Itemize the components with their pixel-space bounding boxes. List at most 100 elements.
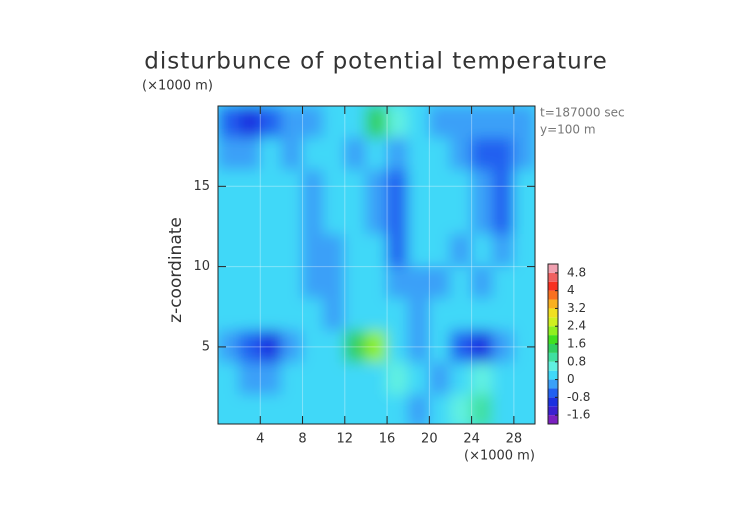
cell [302,201,325,235]
cell [407,137,430,171]
cell [386,169,409,203]
colorbar-swatch [548,335,558,344]
cell [365,169,388,203]
cell [492,298,515,332]
cell [407,362,430,396]
cell [428,298,451,332]
cell [471,169,494,203]
cell [344,298,367,332]
cell [344,394,367,424]
cell [302,169,325,203]
cell [238,266,261,300]
cell [323,298,346,332]
y-axis-label: z-coordinate [166,217,186,323]
x-tick-label: 16 [379,432,396,447]
colorbar-tick-label: -1.6 [567,408,590,422]
cell [302,233,325,268]
cell [302,106,325,139]
cell [407,394,430,424]
cell [492,137,515,171]
cell [513,362,535,396]
cell [323,137,346,171]
cell [386,137,409,171]
cell [492,266,515,300]
cell [344,362,367,396]
cell [280,169,304,203]
cell [492,106,515,139]
cell [513,169,535,203]
cell [386,266,409,300]
cell [238,330,261,364]
cell [365,201,388,235]
cell [471,330,494,364]
cell [344,233,367,268]
cell [449,298,473,332]
cell [302,137,325,171]
cell [344,266,367,300]
cell [492,201,515,235]
cell [323,233,346,268]
cell [218,266,240,300]
cell [365,330,388,364]
cell [471,233,494,268]
cell [238,233,261,268]
colorbar-tick-label: 0.8 [567,354,586,368]
cell [471,394,494,424]
cell [386,298,409,332]
cell [259,233,282,268]
colorbar-swatch [548,370,558,380]
x-tick-label: 28 [506,432,523,447]
cell [302,298,325,332]
cell [280,330,304,364]
cell [302,330,325,364]
colorbar-swatch [548,264,558,273]
cell [428,201,451,235]
cell [259,266,282,300]
cells [218,106,535,424]
field [218,106,535,424]
cell [386,394,409,424]
colorbar-tick-label: 2.4 [567,319,586,333]
cell [280,298,304,332]
cell [218,201,240,235]
cell [238,169,261,203]
x-tick-label: 20 [421,432,438,447]
colorbar-tick-label: 4.8 [567,265,586,279]
colorbar-swatch [548,299,558,309]
cell [323,394,346,424]
colorbar-swatch [548,290,558,300]
cell [238,298,261,332]
cell [513,394,535,424]
cell [280,201,304,235]
cell [449,362,473,396]
colorbar-tick-label: 0 [567,372,575,386]
cell [259,394,282,424]
cell [407,233,430,268]
cell [428,106,451,139]
cell [344,330,367,364]
cell [449,233,473,268]
cell [449,137,473,171]
cell [428,137,451,171]
cell [344,169,367,203]
cell [323,362,346,396]
cell [513,137,535,171]
cell [386,201,409,235]
cell [259,362,282,396]
cell [492,330,515,364]
annotation: t=187000 sec [540,106,625,120]
colorbar-swatch [548,326,558,336]
cell [471,106,494,139]
cell [471,137,494,171]
colorbar-tick-label: -0.8 [567,390,590,404]
cell [280,106,304,139]
cell [259,298,282,332]
cell [492,362,515,396]
cell [218,106,240,139]
cell [344,137,367,171]
cell [407,106,430,139]
cell [323,169,346,203]
y-unit: (×1000 m) [142,79,213,94]
x-tick-label: 24 [463,432,480,447]
